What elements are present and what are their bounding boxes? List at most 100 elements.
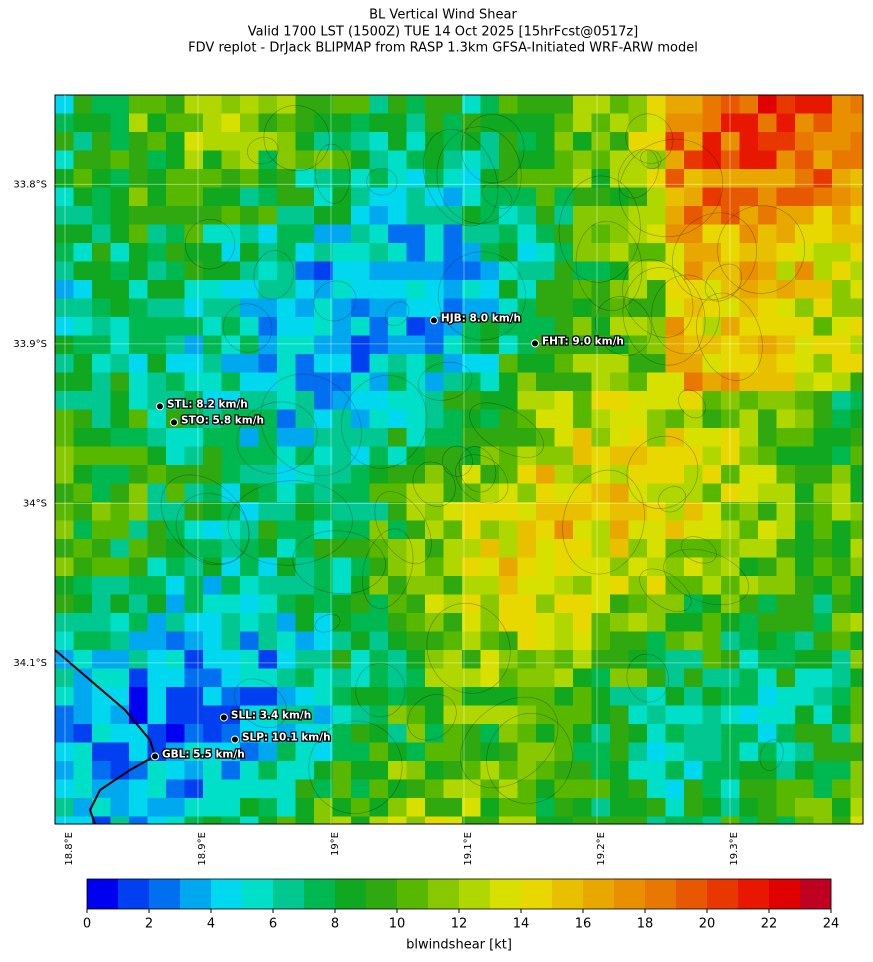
field-cell (517, 391, 537, 410)
field-cell (499, 483, 518, 503)
field-cell (462, 594, 481, 614)
field-cell (55, 483, 74, 503)
field-cell (406, 280, 426, 299)
field-cell (184, 95, 204, 114)
field-cell (665, 113, 685, 133)
field-cell (240, 761, 259, 780)
field-cell (813, 705, 833, 725)
field-cell (443, 243, 463, 262)
field-cell (203, 724, 222, 743)
field-cell (184, 428, 204, 447)
field-cell (554, 224, 574, 244)
field-cell (73, 724, 93, 743)
field-cell (610, 742, 629, 762)
field-cell (110, 668, 130, 688)
field-cell (721, 280, 740, 299)
field-cell (776, 224, 796, 244)
field-cell (166, 724, 185, 743)
field-cell (850, 206, 864, 225)
field-cell (795, 372, 814, 392)
colorbar-swatch (304, 879, 336, 909)
field-cell (314, 95, 333, 114)
field-cell (443, 520, 463, 540)
field-cell (832, 650, 851, 669)
colorbar-swatch (738, 879, 770, 909)
field-cell (110, 335, 130, 355)
field-cell (702, 631, 722, 651)
field-cell (832, 465, 851, 484)
field-cell (147, 132, 167, 151)
field-cell (314, 483, 333, 503)
field-cell (832, 798, 851, 817)
field-cell (517, 132, 537, 151)
contour (314, 614, 341, 633)
colorbar-label: blwindshear [kt] (406, 938, 512, 953)
field-cell (573, 724, 592, 743)
field-cell (295, 594, 315, 614)
field-cell (147, 576, 167, 595)
field-cell (425, 539, 444, 558)
field-cell (517, 261, 537, 281)
field-cell (240, 428, 259, 447)
field-cell (443, 650, 463, 669)
field-cell (351, 816, 370, 825)
field-cell (536, 372, 555, 392)
field-cell (684, 187, 703, 207)
contour (657, 486, 686, 513)
field-cell (665, 354, 685, 373)
field-cell (221, 668, 241, 688)
field-cell (684, 243, 703, 262)
field-cell (92, 520, 111, 540)
field-cell (73, 243, 93, 262)
field-cell (536, 95, 555, 114)
colorbar-swatch (800, 879, 832, 909)
field-cell (684, 816, 703, 825)
field-cell (295, 724, 315, 743)
field-cell (499, 224, 518, 244)
field-cell (92, 557, 111, 577)
field-cell (739, 465, 759, 484)
field-cell (758, 206, 777, 225)
field-cell (55, 132, 74, 151)
field-cell (295, 409, 315, 429)
field-cell (480, 187, 500, 207)
field-cell (462, 576, 481, 595)
field-cell (573, 650, 592, 669)
field-cell (351, 298, 370, 318)
field-cell (332, 224, 352, 244)
field-cell (647, 539, 666, 558)
field-cell (406, 742, 426, 762)
field-cell (850, 391, 864, 410)
field-cell (758, 335, 777, 355)
field-cell (443, 724, 463, 743)
field-cell (203, 742, 222, 762)
field-cell (221, 317, 241, 336)
field-cell (369, 539, 389, 558)
field-cell (628, 317, 648, 336)
field-cell (665, 539, 685, 558)
field-cell (517, 742, 537, 762)
field-cell (480, 520, 500, 540)
field-cell (462, 372, 481, 392)
field-cell (536, 132, 555, 151)
field-cell (277, 243, 296, 262)
field-cell (813, 576, 833, 595)
field-cell (702, 372, 722, 392)
contour (236, 401, 318, 474)
field-cell (277, 594, 296, 614)
field-cell (480, 539, 500, 558)
field-cell (610, 761, 629, 780)
field-cell (369, 520, 389, 540)
field-cell (462, 224, 481, 244)
field-cell (369, 483, 389, 503)
field-cell (92, 668, 111, 688)
field-cell (425, 816, 444, 825)
field-cell (776, 335, 796, 355)
field-cell (517, 724, 537, 743)
field-cell (480, 298, 500, 318)
field-cell (166, 631, 185, 651)
field-cell (443, 687, 463, 706)
field-cell (517, 520, 537, 540)
field-cell (610, 650, 629, 669)
field-cell (314, 169, 333, 188)
